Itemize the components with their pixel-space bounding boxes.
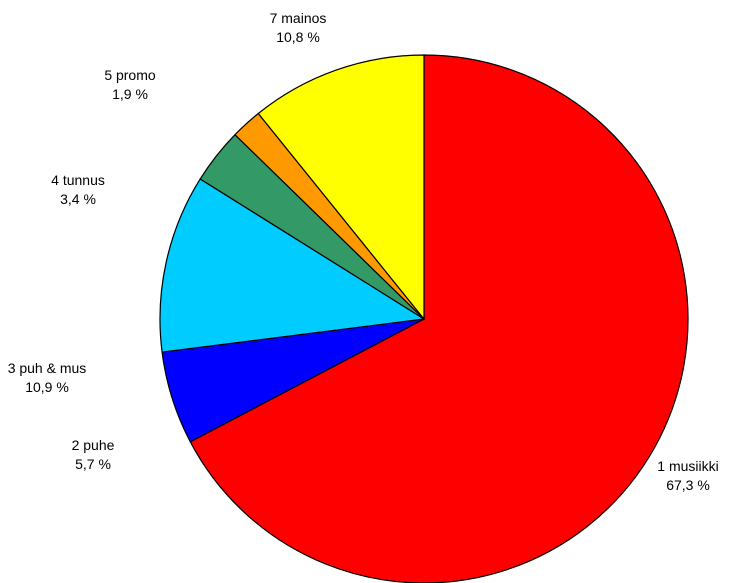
slice-label-mainos: 7 mainos 10,8 % xyxy=(248,9,348,47)
slice-name-tunnus: 4 tunnus xyxy=(51,172,105,188)
pie-slice-3 xyxy=(159,178,425,353)
pie-slice-6 xyxy=(257,54,425,320)
slice-name-mainos: 7 mainos xyxy=(269,10,327,26)
slice-value-mainos: 10,8 % xyxy=(276,29,320,45)
slice-label-promo: 5 promo 1,9 % xyxy=(80,66,180,104)
slice-name-puh-mus: 3 puh & mus xyxy=(7,360,87,376)
slice-name-musiikki: 1 musiikki xyxy=(657,458,719,474)
slice-value-promo: 1,9 % xyxy=(112,86,148,102)
slice-name-promo: 5 promo xyxy=(104,67,156,83)
slice-label-tunnus: 4 tunnus 3,4 % xyxy=(28,171,128,209)
slice-name-puhe: 2 puhe xyxy=(71,437,115,453)
slice-label-puh-mus: 3 puh & mus 10,9 % xyxy=(0,359,94,397)
slice-label-puhe: 2 puhe 5,7 % xyxy=(43,436,143,474)
slice-value-puhe: 5,7 % xyxy=(75,456,111,472)
slice-label-musiikki: 1 musiikki 67,3 % xyxy=(638,457,738,495)
slice-value-puh-mus: 10,9 % xyxy=(25,379,69,395)
slice-value-tunnus: 3,4 % xyxy=(60,191,96,207)
pie-slices xyxy=(159,54,689,583)
pie-slice-1 xyxy=(189,54,689,583)
slice-value-musiikki: 67,3 % xyxy=(666,477,710,493)
